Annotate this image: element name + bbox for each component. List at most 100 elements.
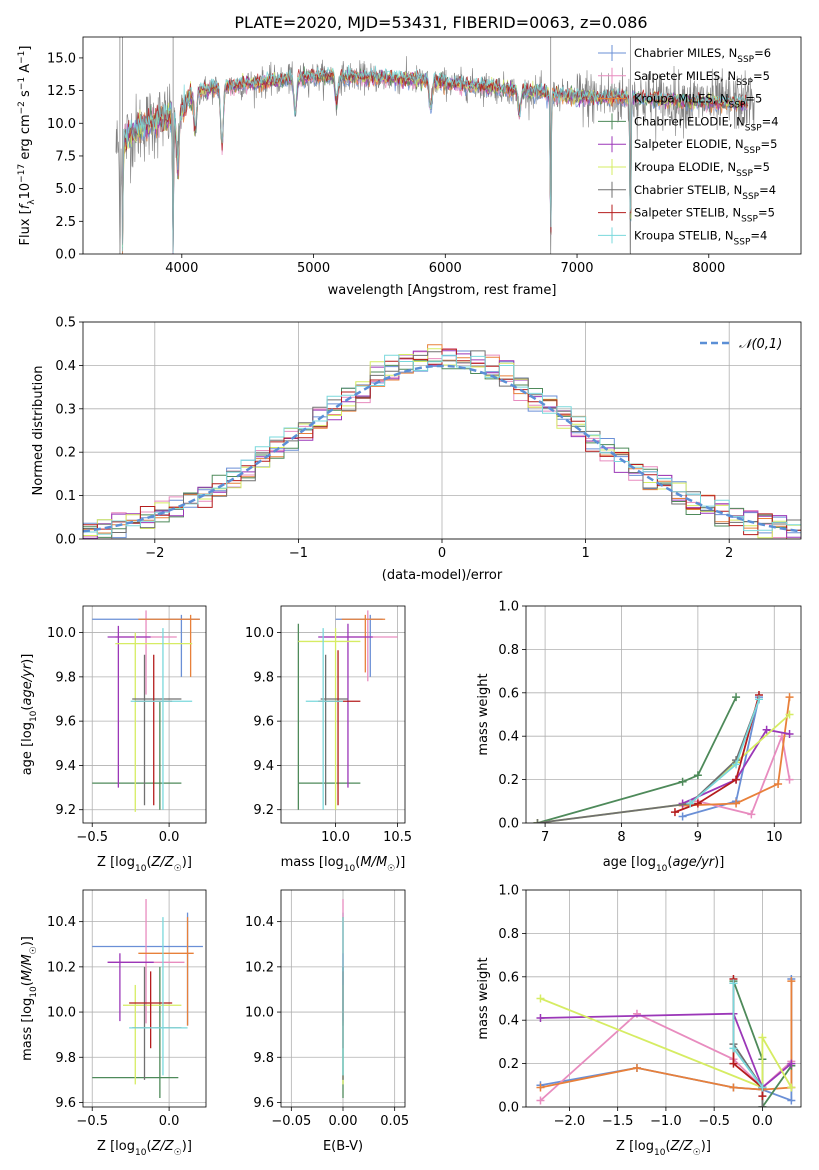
- y-axis-label-part: mass [log: [20, 998, 35, 1061]
- legend-entry-part: =4: [750, 228, 767, 242]
- y-axis-label-part: s: [18, 90, 33, 101]
- y-tick-label: 10.0: [47, 117, 76, 132]
- x-tick-label: −0.5: [76, 830, 108, 845]
- y-axis-label-part: M/M: [20, 954, 35, 981]
- x-axis-label-part: ☉: [174, 864, 182, 874]
- x-tick-label: −0.05: [271, 1114, 311, 1129]
- y-tick-label: 5.0: [55, 182, 76, 197]
- legend-entry: 𝒩(0,1): [739, 337, 782, 352]
- y-tick-label: 2.5: [55, 215, 76, 230]
- legend-entry-part: SSP: [737, 55, 754, 65]
- x-axis-label-part: Z [log: [97, 855, 135, 870]
- weight-marker: [747, 810, 756, 819]
- x-axis-label-part: Z/Z: [151, 1139, 175, 1154]
- panel-age-vs-mass: 10.0 10.5 9.2 9.4 9.6 9.8 10.0 mass [log10(M/M☉…: [245, 605, 412, 874]
- plot-area: [92, 610, 200, 812]
- legend-entry: Salpeter MILES, NSSP=5: [634, 69, 770, 88]
- y-axis-label-part: (: [20, 706, 35, 711]
- y-tick-label: 0.6: [498, 970, 519, 985]
- x-tick-label: −1.0: [650, 1114, 682, 1129]
- legend-entry-part: =5: [761, 137, 778, 151]
- y-tick-label: 0.0: [55, 248, 76, 263]
- x-tick-label: 4000: [165, 261, 198, 276]
- x-axis-label: (data-model)/error: [382, 568, 503, 583]
- legend-entry-part: =5: [753, 160, 770, 174]
- y-axis-label: age [log10(age/yr)]: [20, 654, 39, 776]
- x-tick-label: −2.0: [554, 1114, 586, 1129]
- y-axis-label-part: −1: [17, 77, 27, 90]
- legend-entry-part: SSP: [745, 123, 762, 133]
- weight-marker: [758, 1033, 767, 1042]
- y-tick-label: 0.6: [498, 686, 519, 701]
- plot-area: [533, 690, 794, 823]
- legend-entry-part: SSP: [741, 215, 758, 225]
- x-axis-label-part: 10: [135, 1148, 147, 1158]
- weight-line: [682, 696, 791, 807]
- legend-entry-part: Chabrier STELIB, N: [634, 183, 742, 197]
- x-axis-label: mass [log10(M/M☉)]: [281, 855, 406, 874]
- y-tick-label: 9.8: [55, 1051, 76, 1066]
- panel-mass-vs-ebv: −0.05 0.00 0.05 9.6 9.8 10.0 10.2 10.4 E(B-V): [245, 889, 409, 1154]
- x-axis-label-part: ☉: [387, 864, 395, 874]
- weight-marker: [536, 1096, 545, 1105]
- y-axis-label-part: ☉: [29, 946, 39, 954]
- legend-entry-part: Salpeter MILES, N: [634, 69, 736, 83]
- x-axis-label-part: )]: [714, 855, 724, 870]
- x-axis-label-part: )]: [182, 855, 192, 870]
- y-axis-label-part: λ: [27, 199, 37, 205]
- x-axis-label-part: Z [log: [97, 1139, 135, 1154]
- y-tick-label: 0.3: [55, 402, 76, 417]
- legend-entry-part: =4: [762, 114, 779, 128]
- y-tick-label: 0.8: [498, 643, 519, 658]
- y-tick-label: 9.2: [55, 803, 76, 818]
- y-axis-label-part: 10: [18, 183, 33, 200]
- x-tick-label: −1.5: [602, 1114, 634, 1129]
- y-tick-label: 9.4: [55, 759, 76, 774]
- x-tick-label: −0.5: [698, 1114, 730, 1129]
- weight-line: [540, 1012, 792, 1089]
- x-tick-label: 2: [725, 546, 733, 561]
- weight-line: [697, 732, 791, 816]
- legend-entry-part: =6: [754, 46, 771, 60]
- x-axis-label: E(B-V): [323, 1139, 363, 1154]
- x-axis-label-part: (: [665, 1139, 670, 1154]
- legend-entry: Chabrier STELIB, NSSP=4: [634, 183, 776, 202]
- y-tick-label: 9.6: [55, 1096, 76, 1111]
- y-tick-label: 0.2: [55, 446, 76, 461]
- weight-marker: [774, 779, 783, 788]
- weight-marker: [758, 1092, 767, 1101]
- y-axis-label-part: )]: [20, 654, 35, 664]
- plot-area: [92, 899, 203, 1098]
- y-tick-label: 0.8: [498, 927, 519, 942]
- weight-marker: [729, 1083, 738, 1092]
- axes-frame: [280, 889, 406, 1108]
- legend-entry-part: =5: [758, 206, 775, 220]
- plot-area: [536, 974, 796, 1107]
- x-axis-label-part: 10: [656, 864, 668, 874]
- y-tick-label: 9.6: [55, 715, 76, 730]
- legend-entry-part: SSP: [744, 146, 761, 156]
- plot-area: [83, 344, 801, 539]
- weight-marker: [787, 1096, 796, 1105]
- legend-entry-part: Kroupa MILES, N: [634, 92, 729, 106]
- residual-histogram: [83, 354, 801, 535]
- y-axis-label-part: age/yr: [20, 662, 35, 705]
- x-tick-label: 5000: [297, 261, 330, 276]
- weight-marker: [533, 819, 542, 823]
- x-axis-label: age [log10(age/yr)]: [603, 855, 725, 874]
- weight-marker: [762, 725, 771, 734]
- y-axis-label: Flux [fλ10−17 erg cm−2 s−1 A−1]: [17, 46, 37, 246]
- x-axis-label-part: )]: [182, 1139, 192, 1154]
- legend-entry-part: SSP: [742, 192, 759, 202]
- legend-entry-part: =5: [753, 69, 770, 83]
- legend-entry-part: SSP: [736, 169, 753, 179]
- x-tick-label: 10: [766, 830, 783, 845]
- y-tick-label: 0.4: [55, 359, 76, 374]
- normal-curve: [83, 364, 801, 533]
- y-tick-label: 1.0: [498, 600, 519, 615]
- weight-line: [682, 728, 790, 805]
- weight-marker: [732, 775, 741, 784]
- y-axis-label-part: f: [18, 202, 33, 209]
- legend-entry-part: Salpeter ELODIE, N: [634, 137, 744, 151]
